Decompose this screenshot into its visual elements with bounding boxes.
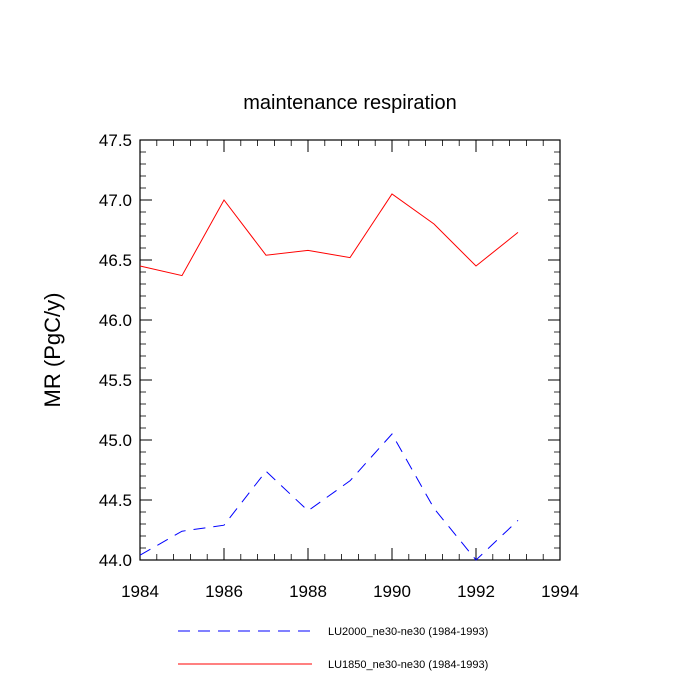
y-axis-label: MR (PgC/y) xyxy=(40,293,65,408)
x-tick-label: 1984 xyxy=(121,582,159,601)
series-line-1 xyxy=(139,433,519,561)
x-tick-label: 1988 xyxy=(289,582,327,601)
y-tick-label: 44.5 xyxy=(99,491,132,510)
y-tick-label: 44.0 xyxy=(99,551,132,570)
chart-title: maintenance respiration xyxy=(243,92,456,114)
y-tick-label: 46.5 xyxy=(99,251,132,270)
plot-frame xyxy=(139,139,561,561)
legend: LU2000_ne30-ne30 (1984-1993) LU1850_ne30-… xyxy=(178,626,488,671)
series-line-2 xyxy=(139,193,519,277)
y-tick-label: 46.0 xyxy=(99,311,132,330)
legend-label-1: LU2000_ne30-ne30 (1984-1993) xyxy=(328,626,488,638)
x-tick-label: 1994 xyxy=(541,582,579,601)
series-lines xyxy=(139,193,519,561)
y-tick-label: 45.0 xyxy=(99,431,132,450)
axis-ticks xyxy=(139,139,561,561)
x-tick-label: 1986 xyxy=(205,582,243,601)
y-tick-label: 47.5 xyxy=(99,131,132,150)
x-tick-label: 1992 xyxy=(457,582,495,601)
y-tick-label: 47.0 xyxy=(99,191,132,210)
legend-label-2: LU1850_ne30-ne30 (1984-1993) xyxy=(328,659,488,671)
axis-tick-labels: 1984 1986 1988 1990 1992 1994 44.0 44.5 45.0 45.5… xyxy=(99,131,579,601)
y-tick-label: 45.5 xyxy=(99,371,132,390)
x-tick-label: 1990 xyxy=(373,582,411,601)
